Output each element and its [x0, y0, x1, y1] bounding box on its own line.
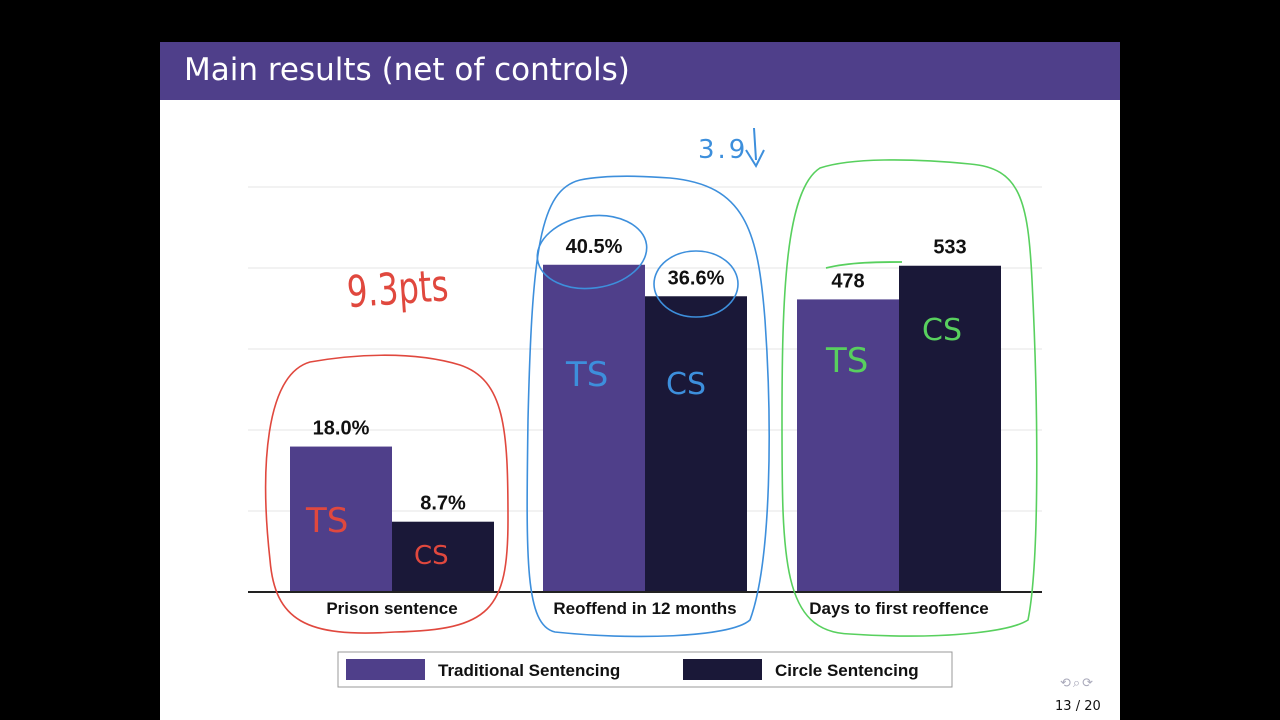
legend-swatch: [346, 659, 425, 680]
green-underline: [825, 261, 903, 269]
slide-title: Main results (net of controls): [184, 52, 630, 88]
legend-box: [337, 651, 953, 688]
reoffend-diff-annotation: 3.9: [698, 135, 748, 165]
blue-circle-small-2: [653, 250, 739, 318]
down-arrow-icon: [745, 127, 765, 169]
navigation-icons[interactable]: ⟲⌕⟳: [1060, 676, 1096, 691]
legend-swatch: [683, 659, 762, 680]
bar-circle: [645, 296, 747, 592]
legend-label: Traditional Sentencing: [438, 661, 620, 680]
category-label: Prison sentence: [326, 599, 457, 618]
category-label: Days to first reoffence: [809, 599, 989, 618]
data-label: 478: [831, 270, 864, 292]
legend-label: Circle Sentencing: [775, 661, 919, 680]
bar-circle: [392, 521, 494, 592]
title-bar: [160, 42, 1120, 100]
bar-traditional: [797, 299, 899, 592]
prison-diff-annotation: 9.3pts: [345, 260, 450, 318]
cs-annotation-red: CS: [414, 541, 449, 571]
data-label: 40.5%: [566, 236, 623, 258]
top-black-bar: [160, 0, 1120, 42]
blue-circle-small-1: [536, 214, 648, 290]
cs-annotation-green: CS: [922, 313, 962, 348]
data-label: 36.6%: [668, 267, 725, 289]
bar-traditional: [290, 446, 392, 592]
ts-annotation-green: TS: [825, 341, 868, 381]
green-circle-annotation: [781, 159, 1038, 637]
page-separator: /: [1075, 699, 1081, 714]
ts-annotation-blue: TS: [565, 355, 608, 395]
data-label: 533: [933, 237, 966, 259]
red-circle-annotation: [264, 354, 509, 634]
bar-traditional: [543, 264, 645, 592]
page-current: 13: [1055, 699, 1072, 714]
ts-annotation-red: TS: [305, 501, 348, 541]
bar-circle: [899, 265, 1001, 592]
page-number: 13 / 20: [1055, 699, 1101, 714]
blue-circle-annotation: [526, 175, 770, 638]
cs-annotation-blue: CS: [666, 367, 706, 402]
slide: Main results (net of controls) 18.0% 8.7%…: [160, 0, 1120, 720]
data-label: 8.7%: [420, 493, 466, 515]
category-label: Reoffend in 12 months: [553, 599, 736, 618]
bar-chart: 18.0% 8.7% Prison sentence 40.5% 36.6% Reoffe…: [248, 127, 1042, 688]
page-total: 20: [1084, 699, 1101, 714]
data-label: 18.0%: [313, 418, 370, 440]
